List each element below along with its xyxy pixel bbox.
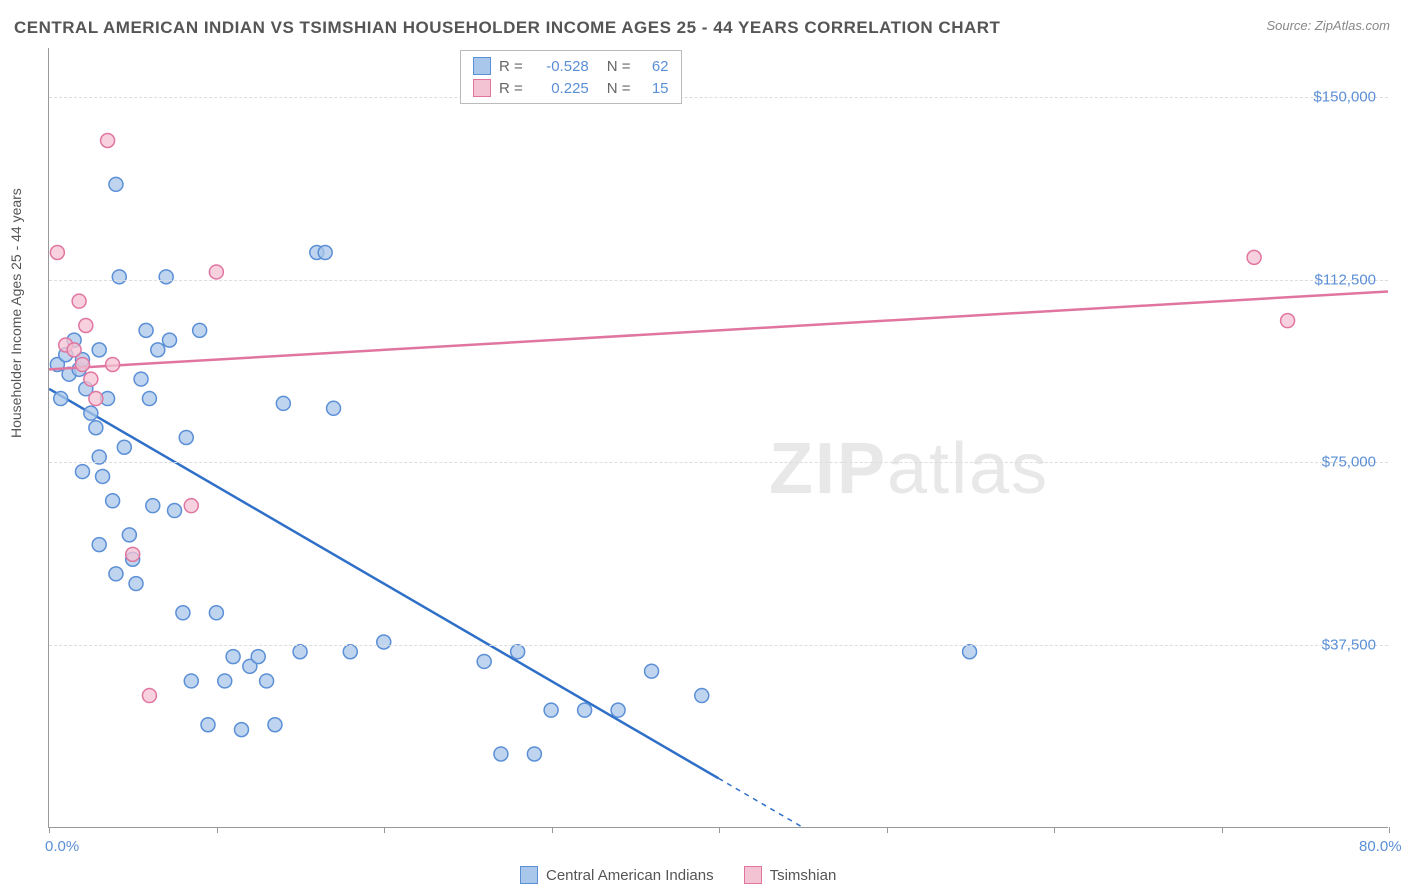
n-value-1: 62 (639, 58, 669, 75)
chart-container: CENTRAL AMERICAN INDIAN VS TSIMSHIAN HOU… (0, 0, 1406, 892)
y-axis-label: Householder Income Ages 25 - 44 years (8, 188, 24, 438)
legend-item-1: Central American Indians (520, 866, 714, 884)
grid-line (49, 645, 1388, 646)
corr-row-1: R = -0.528 N = 62 (473, 55, 669, 77)
swatch-blue (473, 57, 491, 75)
x-tick (719, 827, 720, 833)
y-tick-label: $75,000 (1322, 454, 1376, 471)
x-tick-label: 0.0% (45, 838, 79, 855)
x-tick (552, 827, 553, 833)
chart-title: CENTRAL AMERICAN INDIAN VS TSIMSHIAN HOU… (14, 18, 1000, 38)
legend-label-1: Central American Indians (546, 867, 714, 884)
legend-swatch-blue (520, 866, 538, 884)
grid-line (49, 280, 1388, 281)
legend-label-2: Tsimshian (770, 867, 837, 884)
x-tick (49, 827, 50, 833)
correlation-box: R = -0.528 N = 62 R = 0.225 N = 15 (460, 50, 682, 104)
legend-swatch-pink (744, 866, 762, 884)
x-tick (1222, 827, 1223, 833)
y-tick-label: $112,500 (1315, 271, 1376, 288)
x-tick (1389, 827, 1390, 833)
x-tick (384, 827, 385, 833)
grid-line (49, 97, 1388, 98)
x-tick (217, 827, 218, 833)
x-tick-label: 80.0% (1359, 838, 1402, 855)
swatch-pink (473, 79, 491, 97)
grid-line (49, 462, 1388, 463)
legend-item-2: Tsimshian (744, 866, 837, 884)
plot-area: ZIPatlas $37,500$75,000$112,500$150,0000… (48, 48, 1388, 828)
n-value-2: 15 (639, 80, 669, 97)
legend: Central American Indians Tsimshian (520, 866, 836, 884)
y-tick-label: $37,500 (1322, 637, 1376, 654)
plot-svg (49, 48, 1388, 827)
x-tick (1054, 827, 1055, 833)
x-tick (887, 827, 888, 833)
y-tick-label: $150,000 (1313, 88, 1376, 105)
r-value-1: -0.528 (531, 58, 589, 75)
r-value-2: 0.225 (531, 80, 589, 97)
corr-row-2: R = 0.225 N = 15 (473, 77, 669, 99)
source-label: Source: ZipAtlas.com (1266, 18, 1390, 33)
